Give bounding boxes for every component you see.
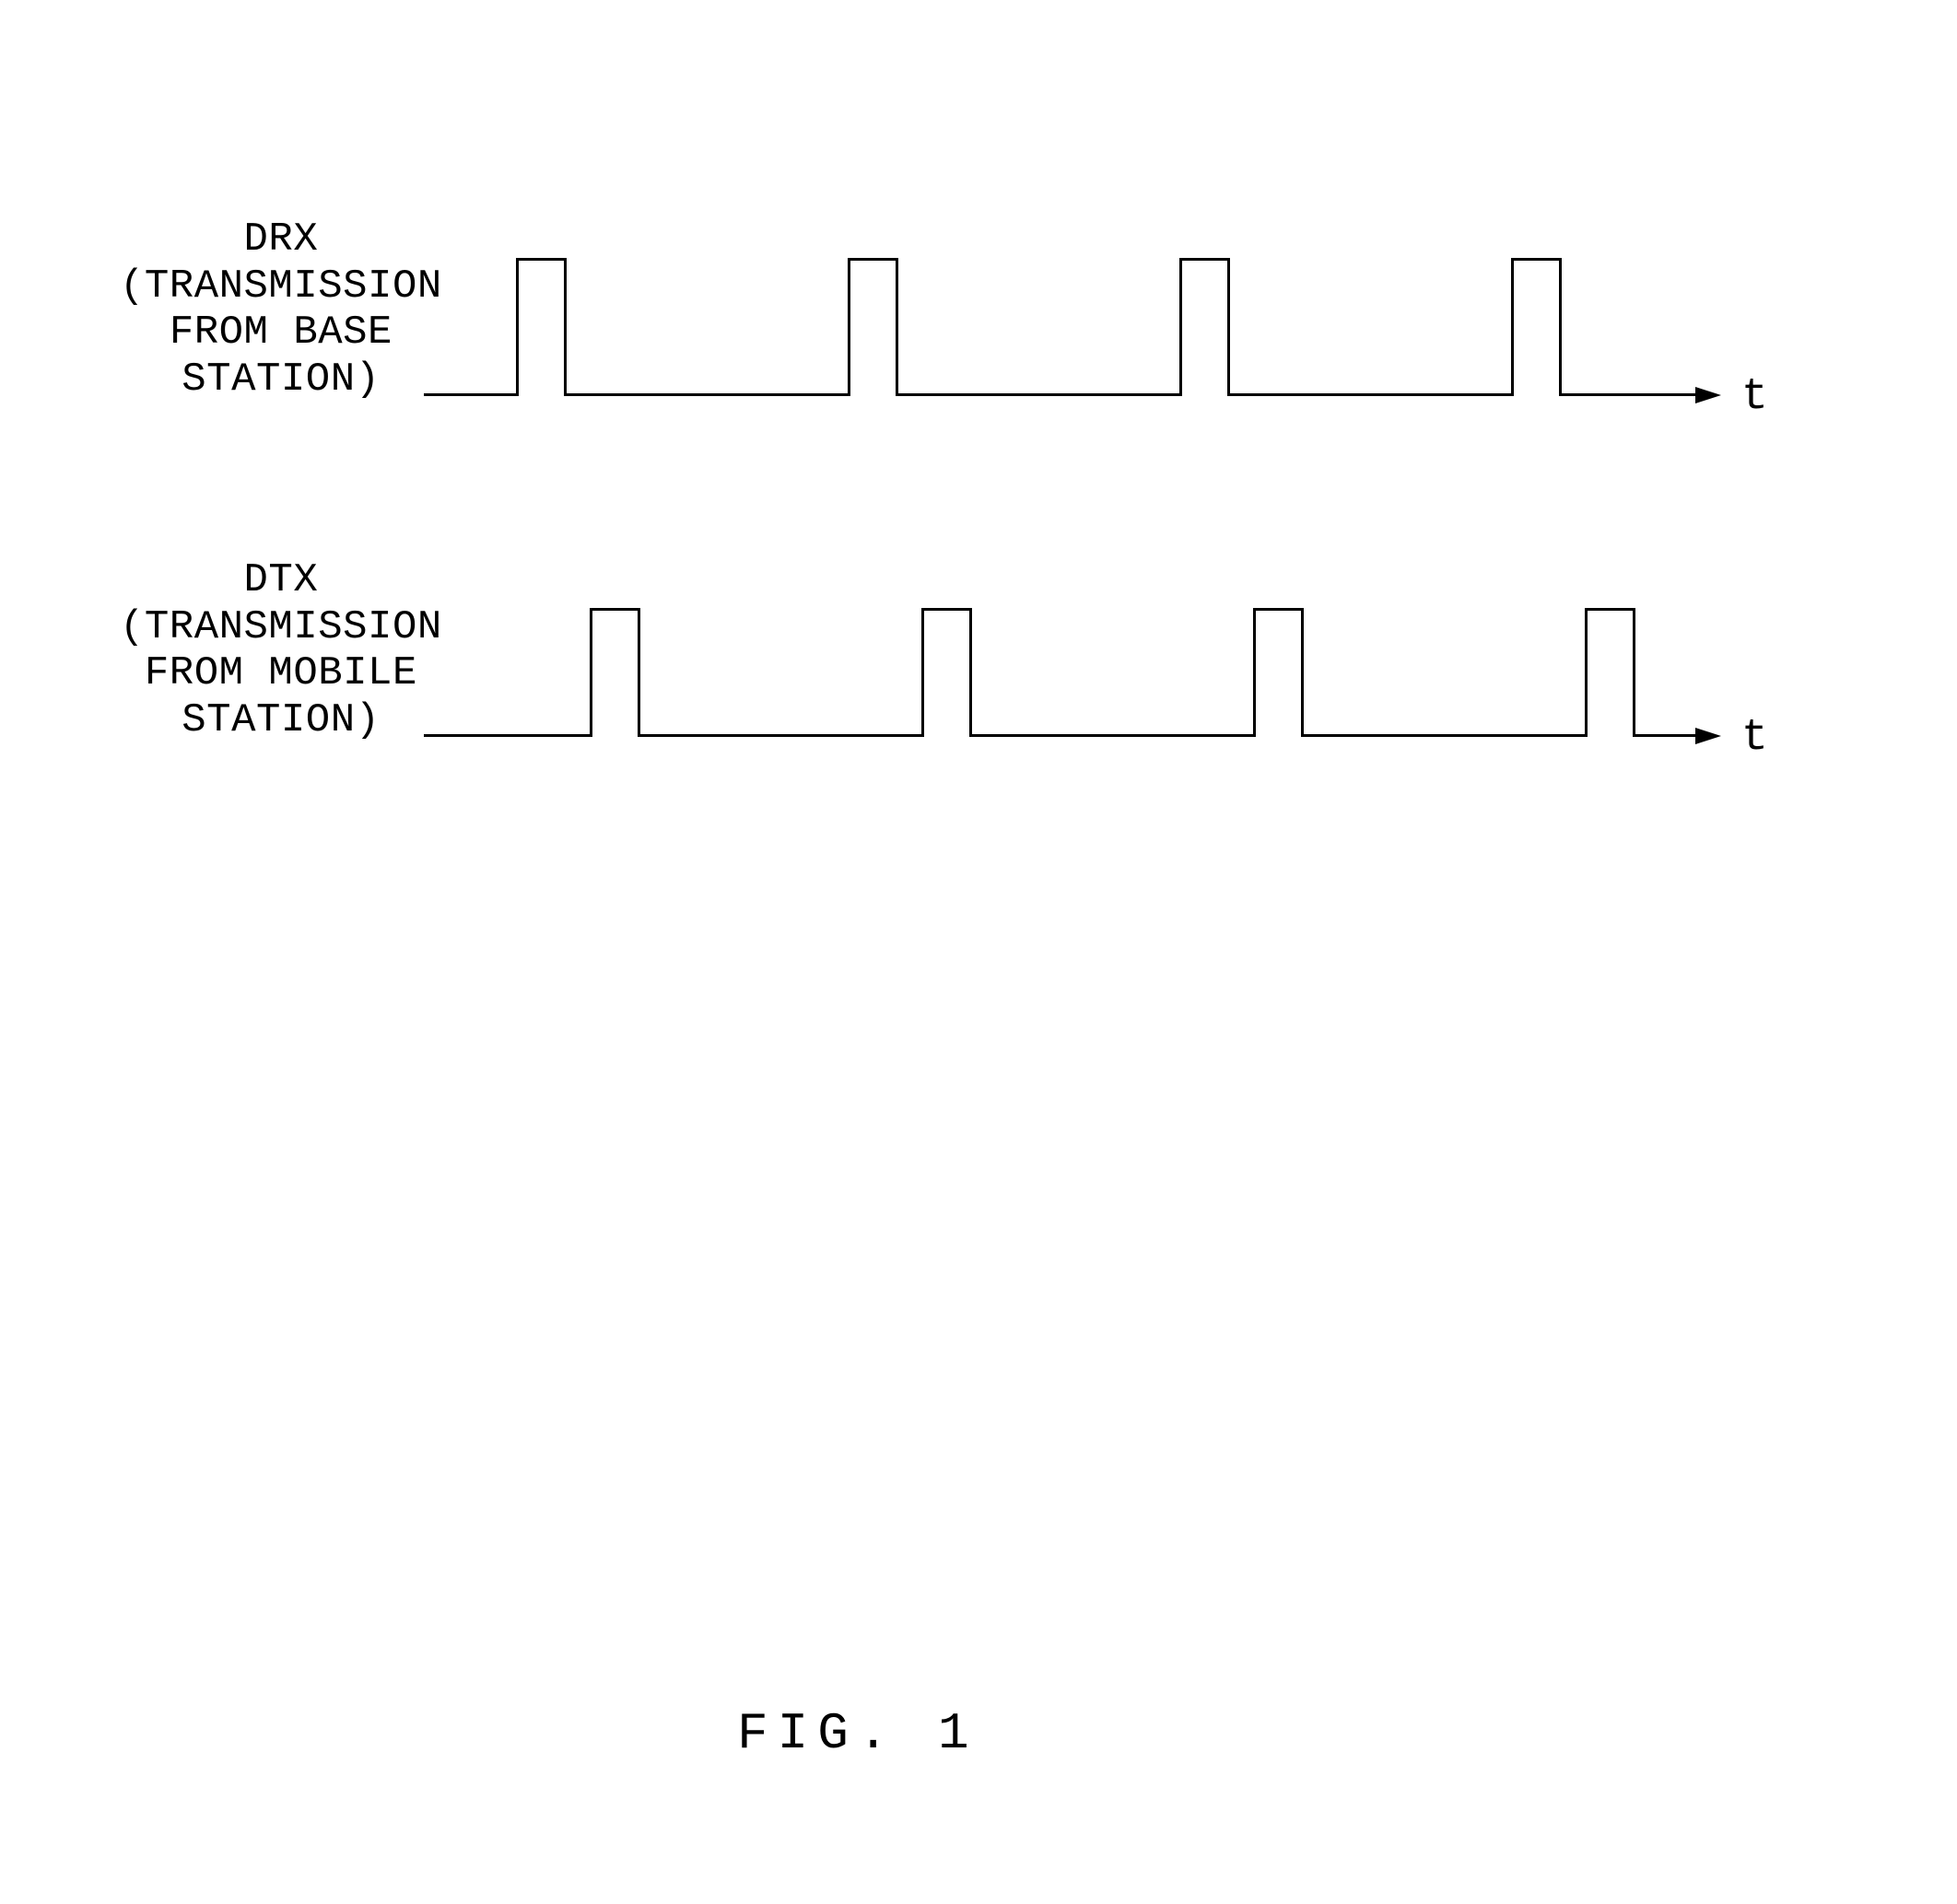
drx-pulse bbox=[1179, 258, 1230, 396]
drx-label: DRX (TRANSMISSION FROM BASE STATION) bbox=[120, 216, 442, 403]
dtx-axis-label: t bbox=[1741, 713, 1768, 763]
drx-axis-arrow bbox=[1695, 387, 1721, 403]
dtx-axis-arrow bbox=[1695, 728, 1721, 744]
dtx-pulse bbox=[590, 608, 640, 737]
drx-axis-label: t bbox=[1741, 372, 1768, 422]
dtx-label: DTX (TRANSMISSION FROM MOBILE STATION) bbox=[120, 557, 442, 743]
drx-axis-line bbox=[424, 393, 1695, 396]
figure-caption: FIG. 1 bbox=[737, 1704, 978, 1763]
figure-page: DRX (TRANSMISSION FROM BASE STATION) t D… bbox=[0, 0, 1957, 1904]
drx-pulse bbox=[1511, 258, 1562, 396]
drx-pulse bbox=[516, 258, 567, 396]
dtx-pulse bbox=[921, 608, 972, 737]
dtx-pulse bbox=[1253, 608, 1304, 737]
dtx-pulse bbox=[1585, 608, 1635, 737]
drx-pulse bbox=[848, 258, 898, 396]
